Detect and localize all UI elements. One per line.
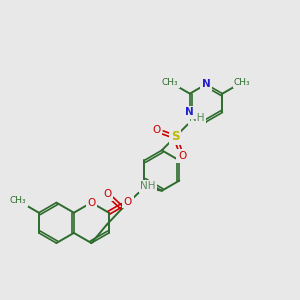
Text: CH₃: CH₃ bbox=[234, 78, 250, 87]
Text: O: O bbox=[124, 197, 132, 207]
Text: O: O bbox=[152, 125, 160, 135]
Text: O: O bbox=[178, 151, 186, 161]
Text: N: N bbox=[202, 79, 211, 89]
Text: CH₃: CH₃ bbox=[10, 196, 27, 205]
Text: NH: NH bbox=[140, 181, 156, 191]
Text: NH: NH bbox=[189, 113, 205, 123]
Text: CH₃: CH₃ bbox=[162, 78, 178, 87]
Text: O: O bbox=[87, 198, 95, 208]
Text: N: N bbox=[185, 107, 194, 117]
Text: O: O bbox=[103, 189, 111, 199]
Text: S: S bbox=[171, 130, 179, 143]
